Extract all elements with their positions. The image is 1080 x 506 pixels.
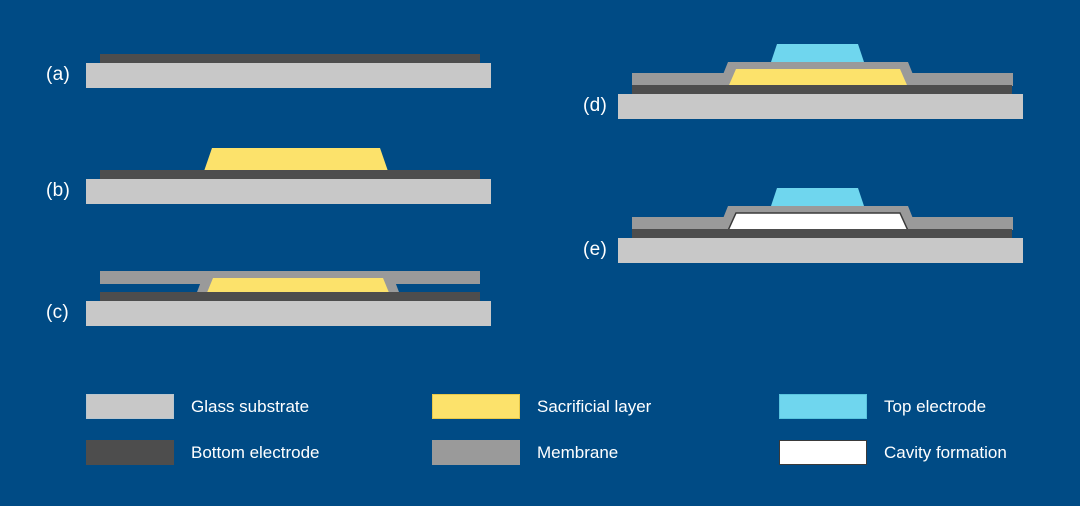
bottom-electrode-layer (632, 229, 1012, 239)
panel-label-c: (c) (46, 302, 70, 323)
top-electrode-shape (771, 188, 864, 206)
legend-label-top-electrode: Top electrode (884, 397, 987, 416)
legend-label-membrane: Membrane (537, 443, 619, 462)
legend-swatch-glass-substrate (86, 394, 174, 419)
glass-substrate-layer (86, 63, 491, 88)
legend-label-sacrificial-layer: Sacrificial layer (537, 397, 652, 416)
bottom-electrode-layer (632, 85, 1012, 95)
glass-substrate-layer (618, 94, 1023, 119)
panel-e-graphic (618, 188, 1023, 263)
top-electrode-shape (771, 44, 864, 62)
legend-swatch-sacrificial-layer (432, 394, 520, 419)
legend-label-cavity-formation: Cavity formation (884, 443, 1007, 462)
panel-label-d: (d) (583, 95, 608, 116)
bottom-electrode-layer (100, 292, 480, 302)
panel-a-graphic (86, 54, 491, 88)
glass-substrate-layer (86, 179, 491, 204)
glass-substrate-layer (618, 238, 1023, 263)
panel-label-a: (a) (46, 64, 71, 85)
bottom-electrode-layer (100, 170, 480, 180)
panel-label-b: (b) (46, 180, 71, 201)
panel-c-graphic (86, 271, 491, 326)
legend-label-glass-substrate: Glass substrate (191, 397, 310, 416)
glass-substrate-layer (86, 301, 491, 326)
bottom-electrode-layer (100, 54, 480, 64)
panel-b-graphic (86, 148, 491, 204)
panel-d-graphic (618, 44, 1023, 119)
sacrificial-layer-shape (202, 148, 390, 177)
legend-swatch-cavity-formation (779, 440, 867, 465)
legend-label-bottom-electrode: Bottom electrode (191, 443, 320, 462)
legend-swatch-membrane (432, 440, 520, 465)
panel-label-e: (e) (583, 239, 608, 260)
legend-swatch-bottom-electrode (86, 440, 174, 465)
legend-swatch-top-electrode (779, 394, 867, 419)
